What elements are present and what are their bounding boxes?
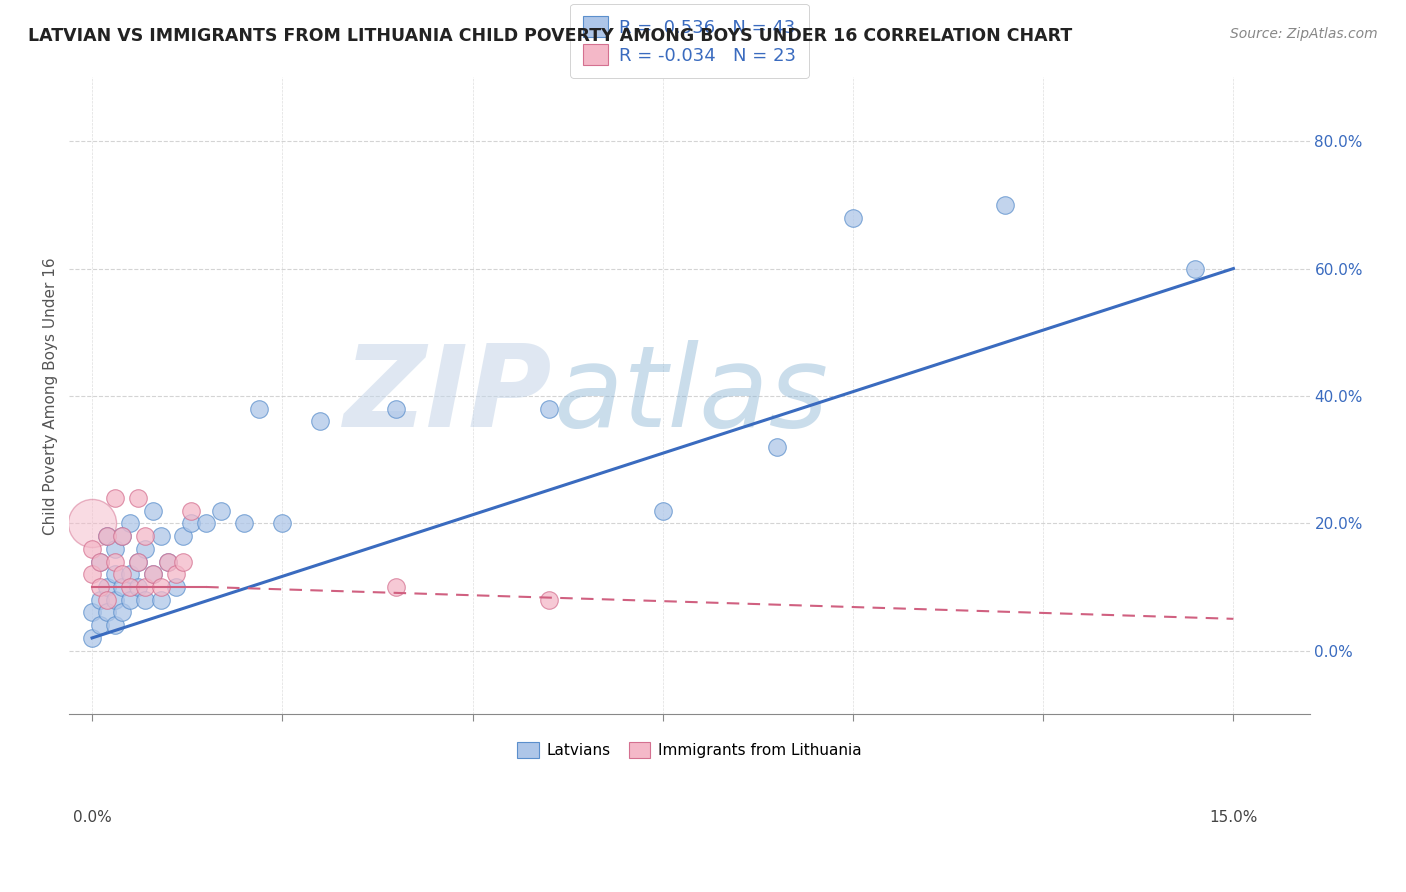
Point xyxy=(104,618,127,632)
Point xyxy=(89,580,111,594)
Text: ZIP: ZIP xyxy=(344,341,553,451)
Point xyxy=(127,580,149,594)
Point xyxy=(120,592,142,607)
Point xyxy=(195,516,218,531)
Point xyxy=(120,567,142,582)
Point xyxy=(96,592,118,607)
Point xyxy=(89,554,111,568)
Point xyxy=(80,516,103,531)
Point xyxy=(180,503,202,517)
Point xyxy=(104,592,127,607)
Point xyxy=(80,631,103,645)
Text: 0.0%: 0.0% xyxy=(73,810,111,825)
Point xyxy=(172,554,194,568)
Point xyxy=(89,554,111,568)
Point xyxy=(104,567,127,582)
Point xyxy=(651,503,673,517)
Point xyxy=(111,606,134,620)
Point xyxy=(180,516,202,531)
Point xyxy=(96,606,118,620)
Point xyxy=(249,401,271,416)
Point xyxy=(994,198,1017,212)
Point xyxy=(111,529,134,543)
Point xyxy=(134,529,156,543)
Point xyxy=(172,529,194,543)
Text: LATVIAN VS IMMIGRANTS FROM LITHUANIA CHILD POVERTY AMONG BOYS UNDER 16 CORRELATI: LATVIAN VS IMMIGRANTS FROM LITHUANIA CHI… xyxy=(28,27,1073,45)
Point xyxy=(134,541,156,556)
Point xyxy=(134,580,156,594)
Point xyxy=(111,580,134,594)
Point xyxy=(149,529,172,543)
Point xyxy=(127,491,149,505)
Point xyxy=(104,554,127,568)
Point xyxy=(80,567,103,582)
Point xyxy=(385,580,408,594)
Point xyxy=(80,541,103,556)
Point xyxy=(80,606,103,620)
Point xyxy=(104,491,127,505)
Point xyxy=(233,516,256,531)
Point xyxy=(134,592,156,607)
Point xyxy=(157,554,180,568)
Point xyxy=(537,592,560,607)
Point xyxy=(309,414,332,428)
Point xyxy=(89,618,111,632)
Point xyxy=(385,401,408,416)
Point xyxy=(271,516,294,531)
Point xyxy=(127,554,149,568)
Point xyxy=(89,592,111,607)
Point xyxy=(127,554,149,568)
Point xyxy=(149,592,172,607)
Point xyxy=(157,554,180,568)
Point xyxy=(766,440,789,454)
Point xyxy=(149,580,172,594)
Point xyxy=(165,580,187,594)
Point xyxy=(1184,261,1206,276)
Point xyxy=(209,503,232,517)
Point xyxy=(165,567,187,582)
Point xyxy=(142,503,165,517)
Y-axis label: Child Poverty Among Boys Under 16: Child Poverty Among Boys Under 16 xyxy=(44,257,58,534)
Point xyxy=(120,580,142,594)
Point xyxy=(96,580,118,594)
Text: Source: ZipAtlas.com: Source: ZipAtlas.com xyxy=(1230,27,1378,41)
Text: 15.0%: 15.0% xyxy=(1209,810,1257,825)
Point xyxy=(104,541,127,556)
Point xyxy=(142,567,165,582)
Point xyxy=(96,529,118,543)
Legend: Latvians, Immigrants from Lithuania: Latvians, Immigrants from Lithuania xyxy=(512,736,868,764)
Text: atlas: atlas xyxy=(553,341,828,451)
Point xyxy=(111,567,134,582)
Point xyxy=(96,529,118,543)
Point xyxy=(120,516,142,531)
Point xyxy=(537,401,560,416)
Point xyxy=(842,211,865,225)
Point xyxy=(142,567,165,582)
Point xyxy=(111,529,134,543)
